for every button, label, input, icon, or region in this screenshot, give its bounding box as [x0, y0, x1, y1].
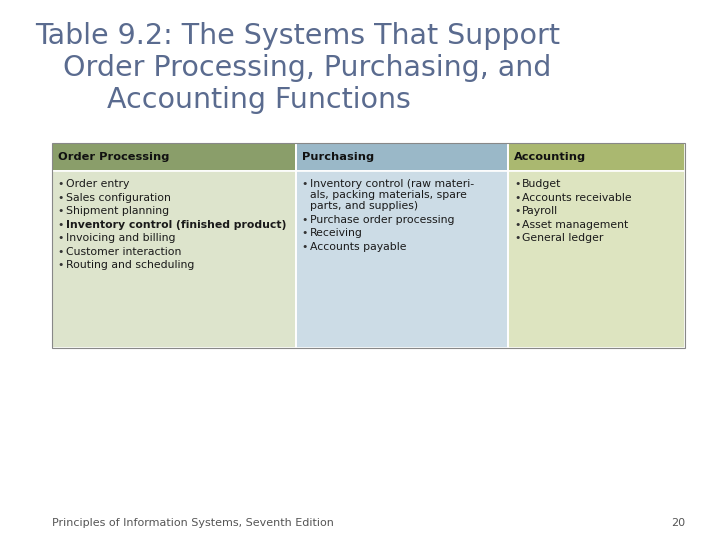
Bar — [52, 171, 296, 348]
Text: •: • — [302, 228, 308, 238]
Text: •: • — [302, 215, 308, 225]
Bar — [296, 143, 508, 171]
Text: Accounts payable: Accounts payable — [310, 242, 406, 252]
Text: Accounting: Accounting — [514, 152, 586, 162]
Bar — [508, 171, 685, 348]
Text: •: • — [302, 242, 308, 252]
Text: •: • — [514, 233, 521, 243]
Text: Invoicing and billing: Invoicing and billing — [66, 233, 176, 243]
Text: Shipment planning: Shipment planning — [66, 206, 169, 216]
Text: parts, and supplies): parts, and supplies) — [310, 201, 418, 211]
Bar — [508, 143, 685, 171]
Text: •: • — [514, 179, 521, 189]
Text: •: • — [58, 247, 64, 256]
Text: Inventory control (finished product): Inventory control (finished product) — [66, 220, 287, 229]
Text: •: • — [514, 206, 521, 216]
Text: •: • — [58, 260, 64, 270]
Text: Asset management: Asset management — [522, 220, 629, 229]
Text: •: • — [58, 233, 64, 243]
Text: Inventory control (raw materi-: Inventory control (raw materi- — [310, 179, 474, 189]
Bar — [52, 143, 296, 171]
Text: Customer interaction: Customer interaction — [66, 247, 181, 256]
Text: als, packing materials, spare: als, packing materials, spare — [310, 190, 467, 200]
Bar — [52, 143, 685, 348]
Text: •: • — [58, 193, 64, 202]
Text: Accounting Functions: Accounting Functions — [107, 85, 411, 113]
Text: Order Processing: Order Processing — [58, 152, 169, 162]
Text: •: • — [514, 220, 521, 229]
Text: 20: 20 — [671, 518, 685, 528]
Text: Purchase order processing: Purchase order processing — [310, 215, 454, 225]
Text: Routing and scheduling: Routing and scheduling — [66, 260, 194, 270]
Text: Receiving: Receiving — [310, 228, 363, 238]
Text: •: • — [58, 206, 64, 216]
Text: •: • — [302, 179, 308, 189]
Text: Sales configuration: Sales configuration — [66, 193, 171, 202]
Text: Order entry: Order entry — [66, 179, 129, 189]
Text: Accounts receivable: Accounts receivable — [522, 193, 631, 202]
Text: •: • — [58, 179, 64, 189]
Text: Payroll: Payroll — [522, 206, 558, 216]
Text: Purchasing: Purchasing — [302, 152, 374, 162]
Text: Budget: Budget — [522, 179, 562, 189]
Text: •: • — [58, 220, 64, 229]
Text: •: • — [514, 193, 521, 202]
Text: Table 9.2: The Systems That Support: Table 9.2: The Systems That Support — [35, 22, 560, 50]
Bar — [296, 171, 508, 348]
Text: Principles of Information Systems, Seventh Edition: Principles of Information Systems, Seven… — [52, 518, 333, 528]
Text: General ledger: General ledger — [522, 233, 603, 243]
Text: Order Processing, Purchasing, and: Order Processing, Purchasing, and — [63, 54, 552, 82]
